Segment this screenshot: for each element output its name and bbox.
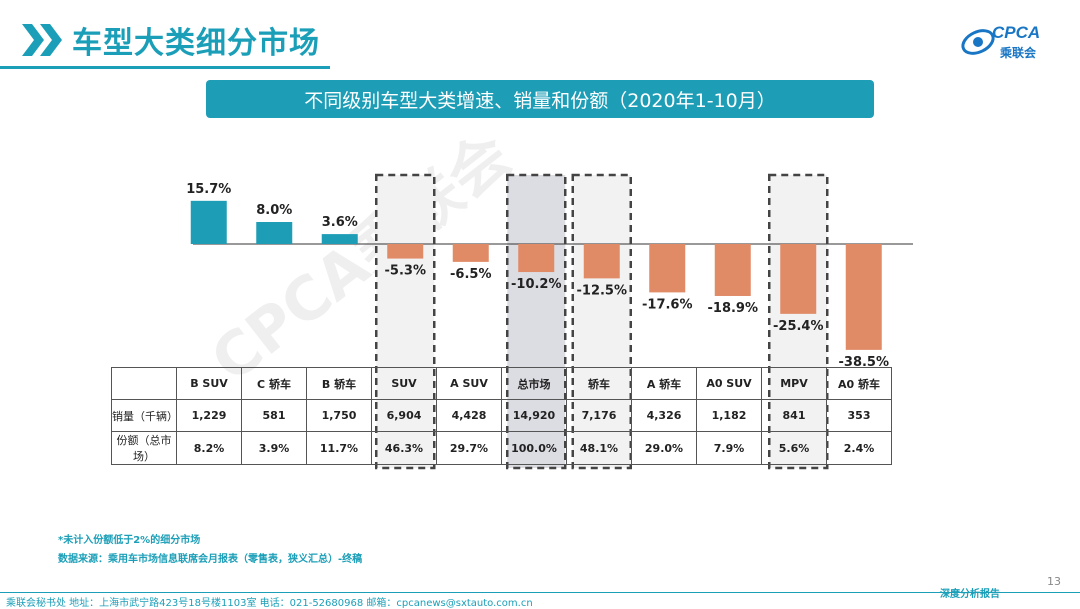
bar-7 [649, 244, 686, 293]
logo-text: CPCA [992, 23, 1041, 42]
table-row: 销量（千辆） 1,229 581 1,750 6,904 4,428 14,920 7,176… [111, 399, 892, 432]
table-header-row: B SUV C 轿车 B 轿车 SUV A SUV 总市场 轿车 A 轿车 A0 SUV MPV A… [111, 367, 892, 400]
bar-value-label: 3.6% [322, 215, 358, 230]
bar-value-label: -17.6% [642, 297, 693, 312]
footnote-source: 数据来源：乘用车市场信息联席会月报表（零售表，狭义汇总）-终稿 [58, 554, 363, 565]
table-header-cell: 总市场 [501, 367, 567, 400]
page-number: 13 [1047, 575, 1061, 588]
bar-2 [321, 234, 358, 244]
bar-3 [387, 244, 424, 259]
table-cell: 4,326 [631, 399, 697, 432]
highlight-dashed-box [768, 173, 829, 470]
table-header-cell: MPV [761, 367, 827, 400]
highlight-dashed-box [375, 173, 436, 470]
bar-9 [780, 244, 817, 314]
table-header-cell: SUV [371, 367, 437, 400]
table-header-cell: A0 轿车 [826, 367, 892, 400]
highlight-dashed-box [571, 173, 632, 470]
chart-subtitle: 不同级别车型大类增速、销量和份额（2020年1-10月） [206, 80, 874, 118]
footnote-exclusion: *未计入份额低于2%的细分市场 [58, 535, 201, 546]
bar-6 [583, 244, 620, 279]
bar-value-label: -10.2% [511, 277, 562, 292]
table-cell: 7,176 [566, 399, 632, 432]
footer-contact: 乘联会秘书处 地址：上海市武宁路423号18号楼1103室 电话：021-526… [6, 598, 533, 609]
bar-1 [256, 222, 293, 244]
cpca-logo-icon [961, 29, 995, 55]
bar-value-label: -25.4% [773, 319, 824, 334]
bar-value-label: 15.7% [186, 182, 231, 197]
bar-8 [714, 244, 751, 296]
table-cell: 581 [241, 399, 307, 432]
table-cell: 29.0% [631, 431, 697, 465]
table-cell: 7.9% [696, 431, 762, 465]
title-underline [0, 66, 330, 69]
table-cell: 4,428 [436, 399, 502, 432]
table-row-label: 销量（千辆） [111, 399, 178, 432]
page-title: 车型大类细分市场 [72, 26, 320, 61]
table-row-label: 份额（总市场） [111, 431, 177, 465]
table-cell: 353 [826, 399, 892, 432]
table-cell: 46.3% [371, 431, 437, 465]
table-header-cell: A SUV [436, 367, 502, 400]
table-cell: 100.0% [501, 431, 567, 465]
table-cell: 3.9% [241, 431, 307, 465]
header-chevron-icon [22, 24, 62, 56]
bar-0 [190, 200, 227, 244]
bar-4 [452, 244, 489, 262]
table-cell: 8.2% [176, 431, 242, 465]
bar-10 [845, 244, 882, 350]
table-row: 份额（总市场） 8.2% 3.9% 11.7% 46.3% 29.7% 100.0% 48.1… [111, 431, 892, 465]
bar-value-label: -38.5% [839, 355, 890, 370]
footer-report-label: 深度分析报告 [940, 589, 1000, 600]
bar-value-label: -12.5% [577, 283, 628, 298]
table-cell: 5.6% [761, 431, 827, 465]
table-header-cell: B 轿车 [306, 367, 372, 400]
bar-value-label: 8.0% [256, 203, 292, 218]
table-header-cell: 轿车 [566, 367, 632, 400]
table-cell: 48.1% [566, 431, 632, 465]
highlight-dashed-box [506, 173, 567, 470]
table-cell: 1,750 [306, 399, 372, 432]
table-cell: 11.7% [306, 431, 372, 465]
data-table: B SUV C 轿车 B 轿车 SUV A SUV 总市场 轿车 A 轿车 A0 SUV MPV A… [111, 367, 892, 465]
table-header-cell: C 轿车 [241, 367, 307, 400]
table-header-cell: B SUV [176, 367, 242, 400]
table-corner-cell [111, 367, 177, 400]
bar-value-label: -6.5% [450, 267, 491, 282]
table-header-cell: A 轿车 [631, 367, 697, 400]
table-header-cell: A0 SUV [696, 367, 762, 400]
footer-divider [0, 592, 1080, 593]
table-cell: 1,182 [696, 399, 762, 432]
table-cell: 1,229 [176, 399, 242, 432]
bar-value-label: -18.9% [708, 301, 759, 316]
table-cell: 2.4% [826, 431, 892, 465]
bar-5 [518, 244, 555, 273]
logo-subtext: 乘联会 [1000, 46, 1037, 60]
table-cell: 14,920 [501, 399, 567, 432]
table-cell: 6,904 [371, 399, 437, 432]
bar-value-label: -5.3% [385, 264, 426, 279]
table-cell: 29.7% [436, 431, 502, 465]
table-cell: 841 [761, 399, 827, 432]
